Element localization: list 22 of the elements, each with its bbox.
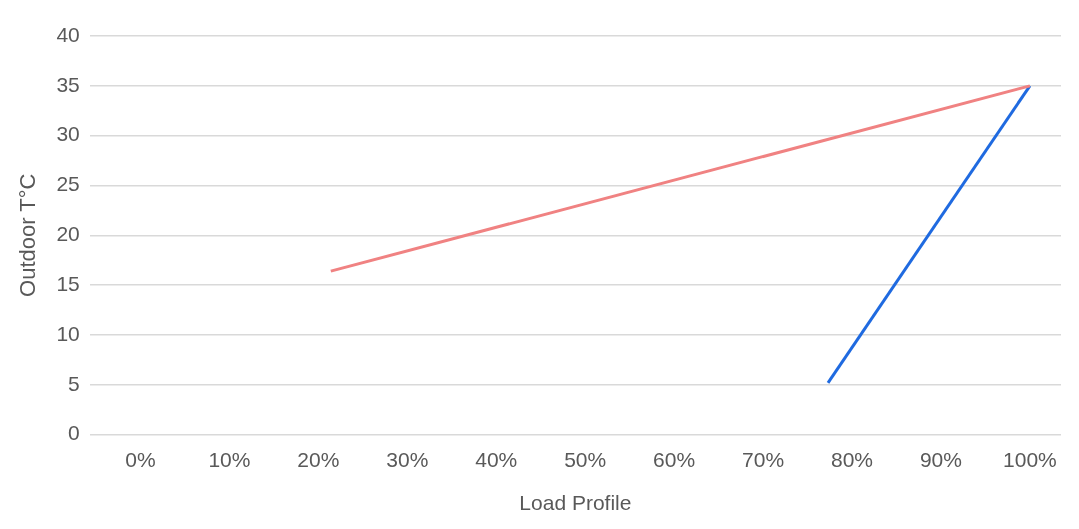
y-tick-label: 25 xyxy=(56,172,80,196)
y-tick-label: 20 xyxy=(56,222,80,246)
y-tick-label: 35 xyxy=(56,72,80,96)
x-tick-label: 60% xyxy=(653,448,696,471)
x-tick-label: 100% xyxy=(1003,448,1057,471)
x-tick-label: 30% xyxy=(386,448,429,471)
x-tick-label: 80% xyxy=(830,448,874,471)
y-axis-title: Outdoor T°C xyxy=(15,173,41,297)
y-tick-label: 0 xyxy=(68,421,80,445)
y-tick-label: 40 xyxy=(56,22,80,46)
x-tick-label: 40% xyxy=(475,448,518,471)
x-tick-label: 50% xyxy=(564,448,607,471)
x-tick-label: 90% xyxy=(919,448,962,471)
x-tick-label: 0% xyxy=(125,448,156,471)
y-tick-label: 15 xyxy=(56,271,80,295)
x-tick-label: 70% xyxy=(742,448,785,471)
x-axis-title: Load Profile xyxy=(519,491,632,515)
x-tick-label: 20% xyxy=(297,448,340,471)
x-tick-label: 10% xyxy=(208,448,251,471)
y-tick-label: 30 xyxy=(56,122,80,146)
y-tick-label: 10 xyxy=(56,321,80,345)
y-tick-label: 5 xyxy=(68,371,80,395)
